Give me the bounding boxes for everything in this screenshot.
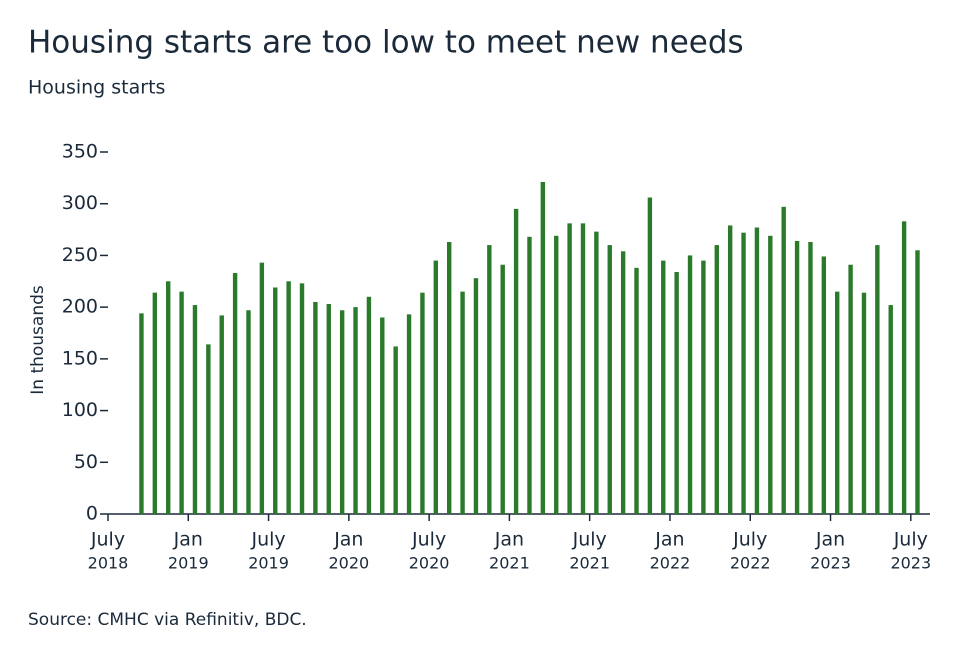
bar [768, 235, 773, 514]
x-tick-label: July [90, 529, 125, 551]
bar [139, 313, 144, 514]
bar [754, 227, 760, 514]
y-tick-label: 300 [62, 192, 98, 214]
chart-subtitle: Housing starts [28, 77, 165, 99]
bar [406, 314, 412, 514]
bar [848, 264, 853, 514]
x-tick-label: Jan [333, 529, 363, 551]
bar [232, 273, 238, 514]
x-tick-label: July [732, 529, 767, 551]
bar [821, 256, 827, 514]
x-tick-label: July [893, 529, 928, 551]
x-tick-label: Jan [654, 529, 684, 551]
bar [219, 315, 224, 514]
bar [326, 304, 331, 514]
y-tick-label: 100 [62, 399, 98, 421]
x-tick-label: July [411, 529, 446, 551]
bar [313, 301, 318, 514]
bar [607, 245, 612, 515]
bar [339, 310, 345, 514]
x-tick-label: 2020 [409, 554, 450, 573]
bar [554, 235, 559, 514]
bar [794, 240, 800, 514]
x-tick-label: 2022 [650, 554, 691, 573]
source-note: Source: CMHC via Refinitiv, BDC. [28, 610, 307, 630]
bar [714, 245, 719, 515]
x-tick-label: Jan [494, 529, 524, 551]
x-tick-label: 2019 [168, 554, 209, 573]
x-tick-label: 2022 [730, 554, 771, 573]
bar [540, 181, 546, 514]
bar [888, 305, 893, 514]
bar [273, 287, 278, 514]
bar [460, 291, 465, 514]
y-tick-label: 200 [62, 296, 98, 318]
x-tick-label: 2021 [569, 554, 610, 573]
bar [835, 291, 840, 514]
y-tick-label: 150 [62, 347, 98, 369]
bar [861, 292, 867, 514]
bar [299, 283, 305, 514]
bar [259, 262, 265, 514]
bar [620, 251, 626, 514]
bar [781, 206, 786, 514]
bar [661, 260, 666, 514]
bar [875, 245, 880, 515]
bar [179, 291, 184, 514]
bar [353, 307, 358, 514]
bar [500, 264, 505, 514]
y-tick-label: 250 [62, 244, 98, 266]
y-tick-label: 0 [86, 503, 98, 525]
x-tick-label: July [250, 529, 285, 551]
x-tick-label: 2023 [810, 554, 851, 573]
bar [366, 296, 372, 514]
y-axis-label: In thousands [28, 285, 48, 395]
x-tick-label: 2021 [489, 554, 530, 573]
bar [206, 344, 211, 514]
bar [246, 310, 251, 514]
bar [915, 250, 920, 514]
bar [687, 255, 693, 514]
bar [446, 241, 452, 515]
bar [166, 281, 171, 514]
x-tick-label: Jan [815, 529, 845, 551]
x-tick-label: 2020 [328, 554, 369, 573]
bar [674, 271, 679, 514]
chart-title: Housing starts are too low to meet new n… [28, 25, 744, 61]
bar [192, 305, 198, 514]
bar [901, 221, 907, 514]
bar [701, 260, 706, 514]
bar [152, 292, 158, 514]
bar [420, 292, 425, 514]
x-tick-label: Jan [173, 529, 203, 551]
y-tick-label: 50 [74, 451, 98, 473]
bar [380, 317, 385, 514]
bar [433, 260, 439, 514]
x-tick-label: 2018 [88, 554, 129, 573]
bar [473, 278, 479, 514]
bar [808, 241, 813, 515]
bar [513, 208, 519, 514]
bar [647, 197, 653, 514]
x-tick-label: July [572, 529, 607, 551]
bar [393, 346, 398, 514]
bar [487, 245, 492, 515]
bar [741, 232, 746, 514]
bar [527, 236, 532, 514]
x-tick-label: 2023 [890, 554, 931, 573]
bar [580, 223, 586, 514]
bar [727, 225, 733, 515]
x-tick-label: 2019 [248, 554, 289, 573]
y-tick-label: 350 [62, 141, 98, 163]
bar [594, 231, 599, 514]
bar [634, 267, 639, 514]
bar [286, 281, 291, 514]
bar [567, 223, 572, 514]
